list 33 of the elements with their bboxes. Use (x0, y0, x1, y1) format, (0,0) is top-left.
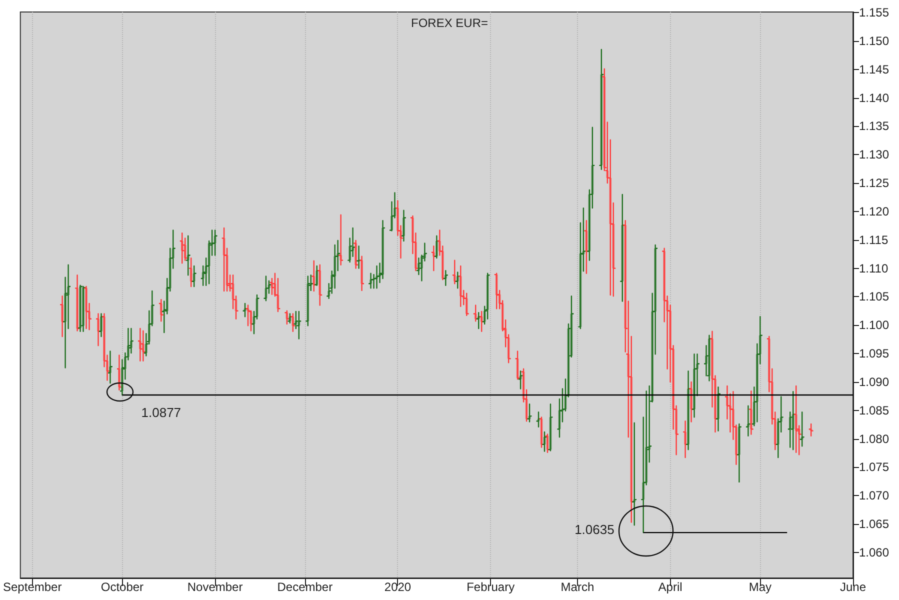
x-tick-label: October (100, 580, 144, 594)
y-tick-label: 1.080 (859, 432, 890, 446)
y-tick-label: 1.140 (859, 90, 890, 105)
annotation: 1.0635 (574, 522, 614, 538)
y-tick-label: 1.105 (859, 290, 890, 304)
x-tick-label: March (560, 580, 594, 594)
x-tick-label: December (277, 580, 333, 594)
x-tick-label: May (748, 580, 772, 594)
y-tick-label: 1.125 (859, 176, 890, 190)
annotation: 1.0877 (141, 405, 182, 420)
y-tick-label: 1.065 (859, 517, 890, 532)
y-tick-label: 1.155 (859, 6, 890, 20)
y-tick-label: 1.075 (859, 460, 890, 474)
y-tick-label: 1.130 (859, 148, 890, 162)
x-tick-label: April (658, 580, 682, 594)
y-tick-label: 1.095 (859, 346, 890, 361)
y-tick-label: 1.150 (859, 34, 890, 48)
x-tick-label: February (466, 580, 515, 594)
x-tick-label: 2020 (384, 580, 412, 594)
y-tick-label: 1.085 (859, 403, 890, 418)
chart-title: FOREX EUR= (410, 16, 488, 30)
x-tick-label: June (840, 580, 866, 594)
y-tick-label: 1.090 (859, 374, 890, 389)
y-tick-label: 1.060 (859, 545, 890, 560)
y-tick-label: 1.100 (859, 318, 890, 332)
y-tick-label: 1.115 (859, 232, 888, 247)
x-tick-label: November (187, 580, 243, 594)
x-tick-label: September (3, 580, 62, 594)
y-tick-label: 1.070 (859, 488, 890, 503)
y-tick-label: 1.145 (859, 62, 890, 76)
y-tick-label: 1.120 (859, 204, 890, 218)
y-tick-label: 1.110 (859, 261, 888, 276)
y-tick-label: 1.135 (859, 119, 890, 134)
